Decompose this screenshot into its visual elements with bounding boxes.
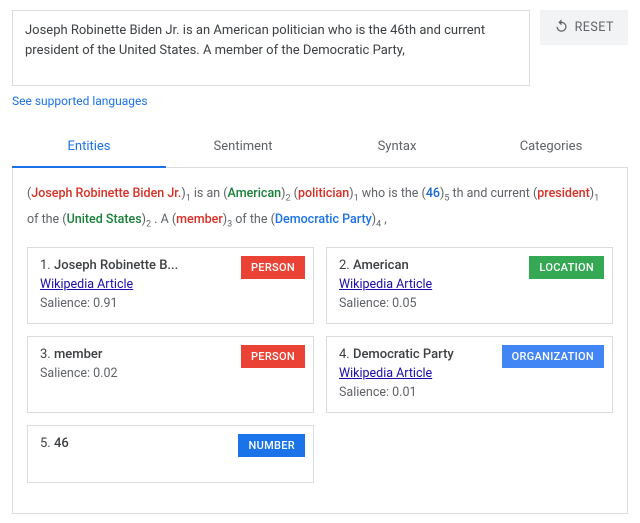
salience: Salience: 0.01 — [339, 385, 600, 400]
entity-card: 5. 46NUMBER — [27, 425, 314, 483]
annotated-entity: (American)2 — [223, 186, 290, 201]
salience: Salience: 0.91 — [40, 296, 301, 311]
tab-syntax[interactable]: Syntax — [320, 127, 474, 167]
entity-type-badge: ORGANIZATION — [502, 345, 604, 368]
tab-categories[interactable]: Categories — [474, 127, 628, 167]
annotated-text: (Joseph Robinette Biden Jr.)1 is an (Ame… — [27, 182, 613, 233]
results-panel[interactable]: (Joseph Robinette Biden Jr.)1 is an (Ame… — [12, 168, 628, 514]
tabs: EntitiesSentimentSyntaxCategories — [12, 127, 628, 168]
reset-button[interactable]: RESET — [540, 10, 628, 45]
entity-cards: 1. Joseph Robinette B...Wikipedia Articl… — [27, 247, 613, 483]
entity-type-badge: NUMBER — [238, 434, 305, 457]
supported-languages-link[interactable]: See supported languages — [12, 94, 148, 108]
wikipedia-link[interactable]: Wikipedia Article — [339, 277, 432, 292]
reset-icon — [554, 18, 569, 37]
salience: Salience: 0.02 — [40, 366, 301, 381]
entity-type-badge: LOCATION — [529, 256, 604, 279]
app-root: RESET See supported languages EntitiesSe… — [0, 0, 640, 514]
salience: Salience: 0.05 — [339, 296, 600, 311]
wikipedia-link[interactable]: Wikipedia Article — [40, 277, 133, 292]
entity-type-badge: PERSON — [241, 256, 305, 279]
reset-label: RESET — [575, 20, 614, 35]
entity-card: 2. AmericanWikipedia ArticleSalience: 0.… — [326, 247, 613, 324]
tab-entities[interactable]: Entities — [12, 127, 166, 168]
entity-card: 4. Democratic PartyWikipedia ArticleSali… — [326, 336, 613, 413]
annotated-entity: (United States)2 — [62, 212, 151, 227]
wikipedia-link[interactable]: Wikipedia Article — [339, 366, 432, 381]
annotated-entity: (politician)1 — [294, 186, 359, 201]
annotated-entity: (member)3 — [172, 212, 232, 227]
text-input[interactable] — [12, 10, 530, 86]
entity-type-badge: PERSON — [241, 345, 305, 368]
entity-card: 1. Joseph Robinette B...Wikipedia Articl… — [27, 247, 314, 324]
annotated-entity: (46)5 — [422, 186, 450, 201]
entity-card: 3. memberSalience: 0.02PERSON — [27, 336, 314, 413]
annotated-entity: (president)1 — [533, 186, 599, 201]
tab-sentiment[interactable]: Sentiment — [166, 127, 320, 167]
annotated-entity: (Joseph Robinette Biden Jr.)1 — [27, 186, 191, 201]
top-row: RESET — [12, 10, 628, 86]
annotated-entity: (Democratic Party)4 — [271, 212, 382, 227]
